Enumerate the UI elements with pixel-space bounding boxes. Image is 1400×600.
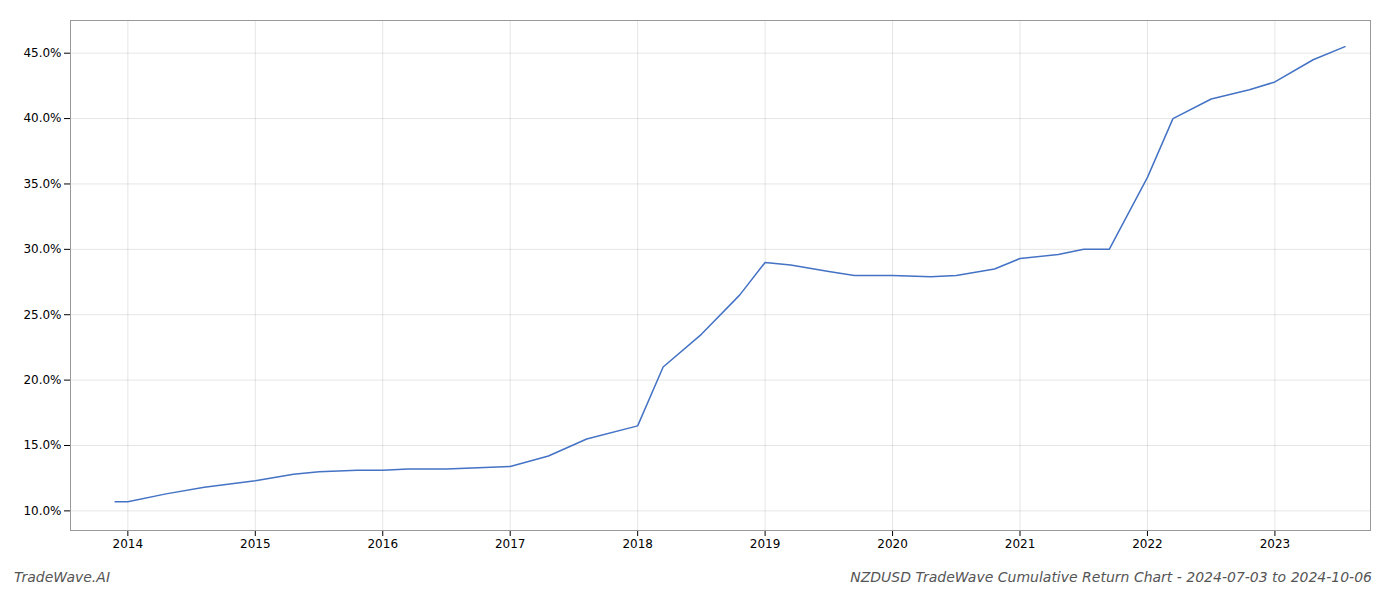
svg-text:2022: 2022 (1132, 537, 1163, 551)
svg-text:2018: 2018 (622, 537, 653, 551)
html-text:TradeWave.AI: TradeWave.AI (14, 569, 110, 585)
svg-text:2017: 2017 (495, 537, 526, 551)
svg-text:2015: 2015 (240, 537, 271, 551)
svg-text:2014: 2014 (113, 537, 144, 551)
html-text:NZDUSD TradeWave Cumulative Re: NZDUSD TradeWave Cumulative Return Chart… (850, 569, 1372, 585)
svg-text:2023: 2023 (1260, 537, 1291, 551)
svg-text:10.0%: 10.0% (23, 504, 61, 518)
svg-text:35.0%: 35.0% (23, 177, 61, 191)
svg-text:30.0%: 30.0% (23, 242, 61, 256)
svg-text:2019: 2019 (750, 537, 781, 551)
svg-text:20.0%: 20.0% (23, 373, 61, 387)
svg-text:15.0%: 15.0% (23, 438, 61, 452)
svg-text:2021: 2021 (1005, 537, 1036, 551)
svg-text:40.0%: 40.0% (23, 111, 61, 125)
svg-text:2020: 2020 (877, 537, 908, 551)
svg-text:2016: 2016 (367, 537, 398, 551)
svg-text:45.0%: 45.0% (23, 46, 61, 60)
svg-text:25.0%: 25.0% (23, 308, 61, 322)
